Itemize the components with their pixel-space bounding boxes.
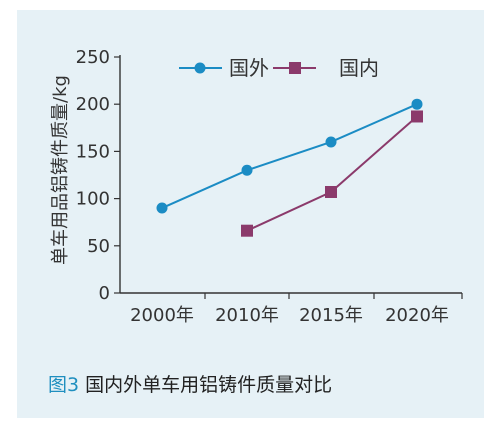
legend-label: 国内	[339, 56, 379, 80]
data-point	[241, 164, 253, 176]
y-tick-label: 100	[76, 189, 110, 210]
data-point	[325, 185, 337, 198]
data-point	[411, 110, 423, 123]
figure-panel	[17, 10, 484, 418]
figure-number: 图3	[48, 374, 80, 396]
series-line-1	[161, 103, 418, 209]
x-tick-label: 2000年	[130, 305, 194, 326]
chart-legend: 国外 国内	[179, 56, 379, 80]
y-tick-label: 50	[87, 236, 110, 257]
data-point	[411, 98, 423, 110]
data-point	[241, 224, 253, 237]
y-tick-label: 150	[76, 141, 110, 162]
y-tick-label: 0	[99, 283, 110, 304]
x-tick-label: 2010年	[215, 305, 279, 326]
figure-caption: 图3 国内外单车用铝铸件质量对比	[48, 370, 332, 397]
legend-marker	[289, 62, 301, 74]
legend-label: 国外	[229, 56, 269, 80]
data-point	[156, 202, 168, 214]
x-tick-label: 2020年	[385, 305, 449, 326]
series-line-2	[246, 115, 418, 232]
legend-marker	[194, 62, 206, 74]
caption-text: 国内外单车用铝铸件质量对比	[79, 374, 333, 396]
data-point	[325, 136, 337, 148]
y-tick-label: 200	[76, 94, 110, 115]
y-tick-label: 250	[76, 47, 110, 68]
chart-axes: 0 50 100 150 200 250 2000年 2010年 2015年 2020年	[76, 47, 463, 326]
y-axis-label: 单车用品铝铸件质量/kg	[50, 75, 71, 265]
x-tick-label: 2015年	[299, 305, 363, 326]
chart-series	[156, 98, 423, 237]
